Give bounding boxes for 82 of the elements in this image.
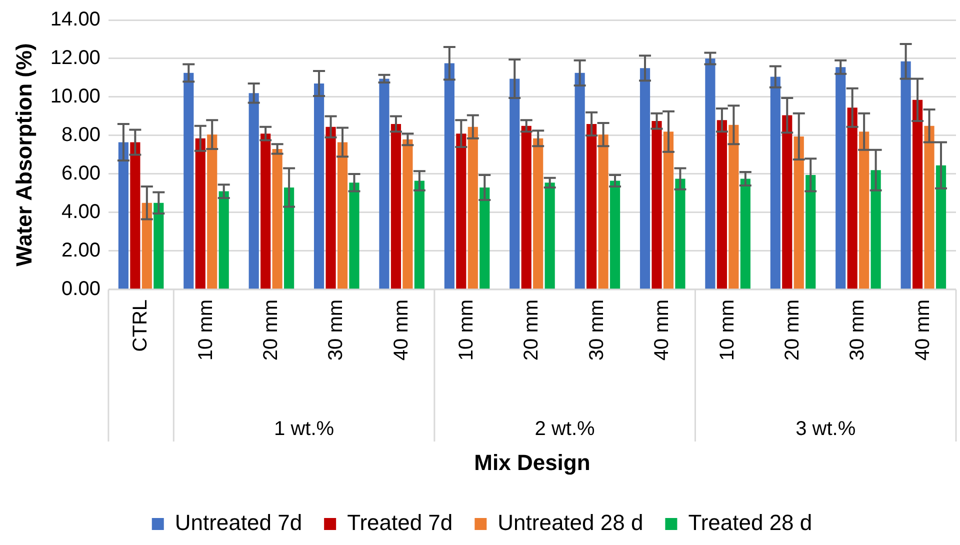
bar [640,68,650,289]
x-tick-label: 40 mm [390,299,412,361]
bar [260,134,271,289]
x-tick-label: 10 mm [194,299,217,361]
bar [936,165,946,289]
bar [402,139,413,289]
bar [390,124,402,289]
y-tick-label: 0.00 [62,278,100,300]
x-axis-title: Mix Design [474,450,590,475]
bar [456,134,466,289]
x-tick-label: 20 mm [782,299,804,361]
bar [806,174,816,289]
bar [770,76,780,289]
bar [574,72,585,289]
bar [218,191,229,289]
y-axis-title: Water Absorption (%) [11,43,36,266]
bar [836,67,846,289]
bar [284,187,294,289]
bar [924,126,934,289]
legend-label: Untreated 7d [174,510,302,536]
bar [663,132,674,289]
bar [521,126,532,289]
y-tick-label: 14.00 [50,8,100,31]
bar [598,134,608,289]
bar [859,132,870,289]
legend-label: Treated 7d [347,510,453,536]
bar [337,142,348,289]
x-tick-label: 10 mm [456,299,478,361]
bar [349,182,360,289]
bar [533,138,544,289]
y-tick-label: 2.00 [62,239,100,262]
x-tick-label: 20 mm [260,299,282,361]
bar [468,126,478,289]
bar [130,142,140,289]
legend-label: Untreated 28 d [498,510,644,536]
y-tick-label: 4.00 [62,201,100,223]
x-tick-label: 10 mm [716,299,738,361]
bar [716,120,727,289]
x-tick-label: 40 mm [651,299,674,361]
bar [248,93,259,289]
bar [207,134,218,289]
bar [794,136,804,289]
legend-label: Treated 28 d [688,510,812,536]
x-tick-label: 20 mm [520,299,543,361]
bar [414,180,424,289]
bar [652,121,662,289]
text: 2 wt.% [534,418,596,440]
bar [326,126,336,289]
bar [480,187,490,289]
bar [740,178,750,289]
y-tick-label: 6.00 [62,162,100,184]
x-tick-label: 40 mm [912,299,934,361]
bar [379,78,390,289]
bar [272,148,282,289]
x-tick-label: 30 mm [586,299,608,361]
bar [142,202,152,289]
y-tick-label: 8.00 [62,124,100,146]
bar [705,58,716,289]
bar [184,72,194,289]
bar [675,178,686,289]
bar [118,142,128,289]
bar [586,124,597,289]
y-tick-label: 12.00 [50,47,100,70]
bar [195,138,206,289]
y-tick-label: 10.00 [50,86,100,108]
bar [847,108,858,289]
bar [444,63,454,289]
bar [510,78,520,289]
text: 1 wt.% [274,418,334,440]
bar [154,202,164,289]
bar [314,84,324,289]
bar [870,170,881,289]
text: 3 wt.% [796,418,856,440]
bar [900,61,911,289]
x-tick-label: 30 mm [325,299,348,361]
bar [728,124,739,289]
bar [782,115,792,289]
x-tick-label: CTRL [130,299,152,352]
x-tick-label: 30 mm [846,299,869,361]
bar [912,100,923,289]
bar [544,182,555,289]
bar [610,180,620,289]
